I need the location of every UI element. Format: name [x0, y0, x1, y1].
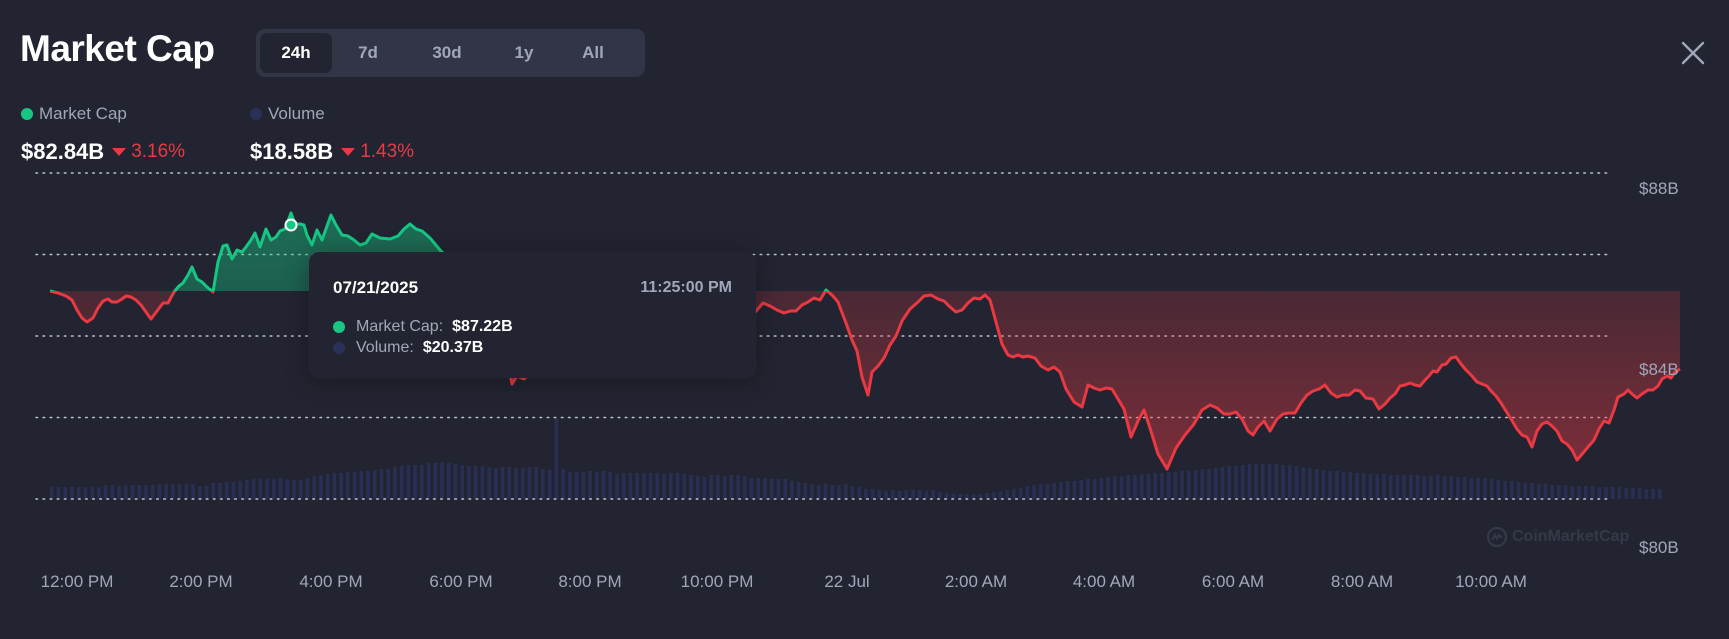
- y-tick-88b: $88B: [1639, 179, 1679, 198]
- tooltip-row-volume: Volume: $20.37B: [333, 337, 732, 358]
- volume-dot-icon: [250, 108, 262, 120]
- tab-all[interactable]: All: [582, 43, 604, 62]
- caret-down-icon: [341, 148, 356, 156]
- legend-volume[interactable]: Volume: [250, 104, 325, 124]
- close-icon: [1681, 41, 1705, 65]
- x-tick: 10:00 AM: [1455, 572, 1527, 591]
- watermark-text: CoinMarketCap: [1512, 528, 1630, 545]
- x-tick: 2:00 PM: [169, 572, 233, 591]
- tooltip-value: $20.37B: [422, 338, 484, 356]
- legend-label: Market Cap: [39, 104, 127, 123]
- legend-label: Volume: [268, 104, 325, 123]
- volume-change-value: 1.43%: [360, 141, 415, 162]
- close-button[interactable]: [1680, 40, 1706, 66]
- tab-1y[interactable]: 1y: [514, 43, 534, 62]
- x-tick: 10:00 PM: [680, 572, 754, 591]
- tooltip-label: Volume:: [356, 338, 414, 356]
- tab-24h[interactable]: 24h: [260, 33, 332, 73]
- tab-7d[interactable]: 7d: [358, 43, 378, 62]
- watermark: CoinMarketCap: [1486, 526, 1629, 548]
- market-cap-dot-icon: [333, 320, 345, 333]
- x-tick: 6:00 AM: [1201, 572, 1265, 591]
- x-tick: 8:00 PM: [558, 572, 622, 591]
- tooltip-row-market-cap: Market Cap: $87.22B: [333, 316, 732, 337]
- volume-value: $18.58B: [250, 139, 334, 164]
- x-tick: 6:00 PM: [429, 572, 493, 591]
- volume-dot-icon: [333, 341, 345, 354]
- legend-market-cap[interactable]: Market Cap: [21, 104, 127, 124]
- x-tick: 12:00 PM: [40, 572, 114, 591]
- page-title: Market Cap: [20, 28, 215, 69]
- chart-tooltip: 07/21/2025 11:25:00 PM Market Cap: $87.2…: [309, 252, 756, 378]
- x-tick: 22 Jul: [824, 572, 870, 591]
- volume-stat: $18.58B 1.43%: [250, 139, 414, 165]
- coinmarketcap-logo-icon: [1486, 526, 1508, 548]
- x-tick: 8:00 AM: [1330, 572, 1394, 591]
- tooltip-label: Market Cap:: [356, 317, 444, 335]
- x-tick: 4:00 AM: [1072, 572, 1136, 591]
- market-cap-dot-icon: [21, 108, 33, 120]
- tooltip-time: 11:25:00 PM: [640, 279, 732, 296]
- volume-change: 1.43%: [341, 141, 414, 163]
- caret-down-icon: [112, 148, 127, 156]
- timeframe-tabs: 24h 7d 30d 1y All: [256, 29, 645, 77]
- market-cap-change: 3.16%: [112, 141, 185, 163]
- y-tick-84b: $84B: [1639, 360, 1679, 379]
- x-tick: 4:00 PM: [299, 572, 363, 591]
- market-cap-value: $82.84B: [21, 139, 105, 164]
- x-tick: 2:00 AM: [944, 572, 1008, 591]
- tooltip-date: 07/21/2025: [333, 278, 419, 297]
- tab-30d[interactable]: 30d: [432, 43, 462, 62]
- tooltip-value: $87.22B: [452, 317, 513, 335]
- y-tick-80b: $80B: [1639, 538, 1679, 557]
- market-cap-change-value: 3.16%: [131, 141, 186, 162]
- market-cap-stat: $82.84B 3.16%: [21, 139, 185, 165]
